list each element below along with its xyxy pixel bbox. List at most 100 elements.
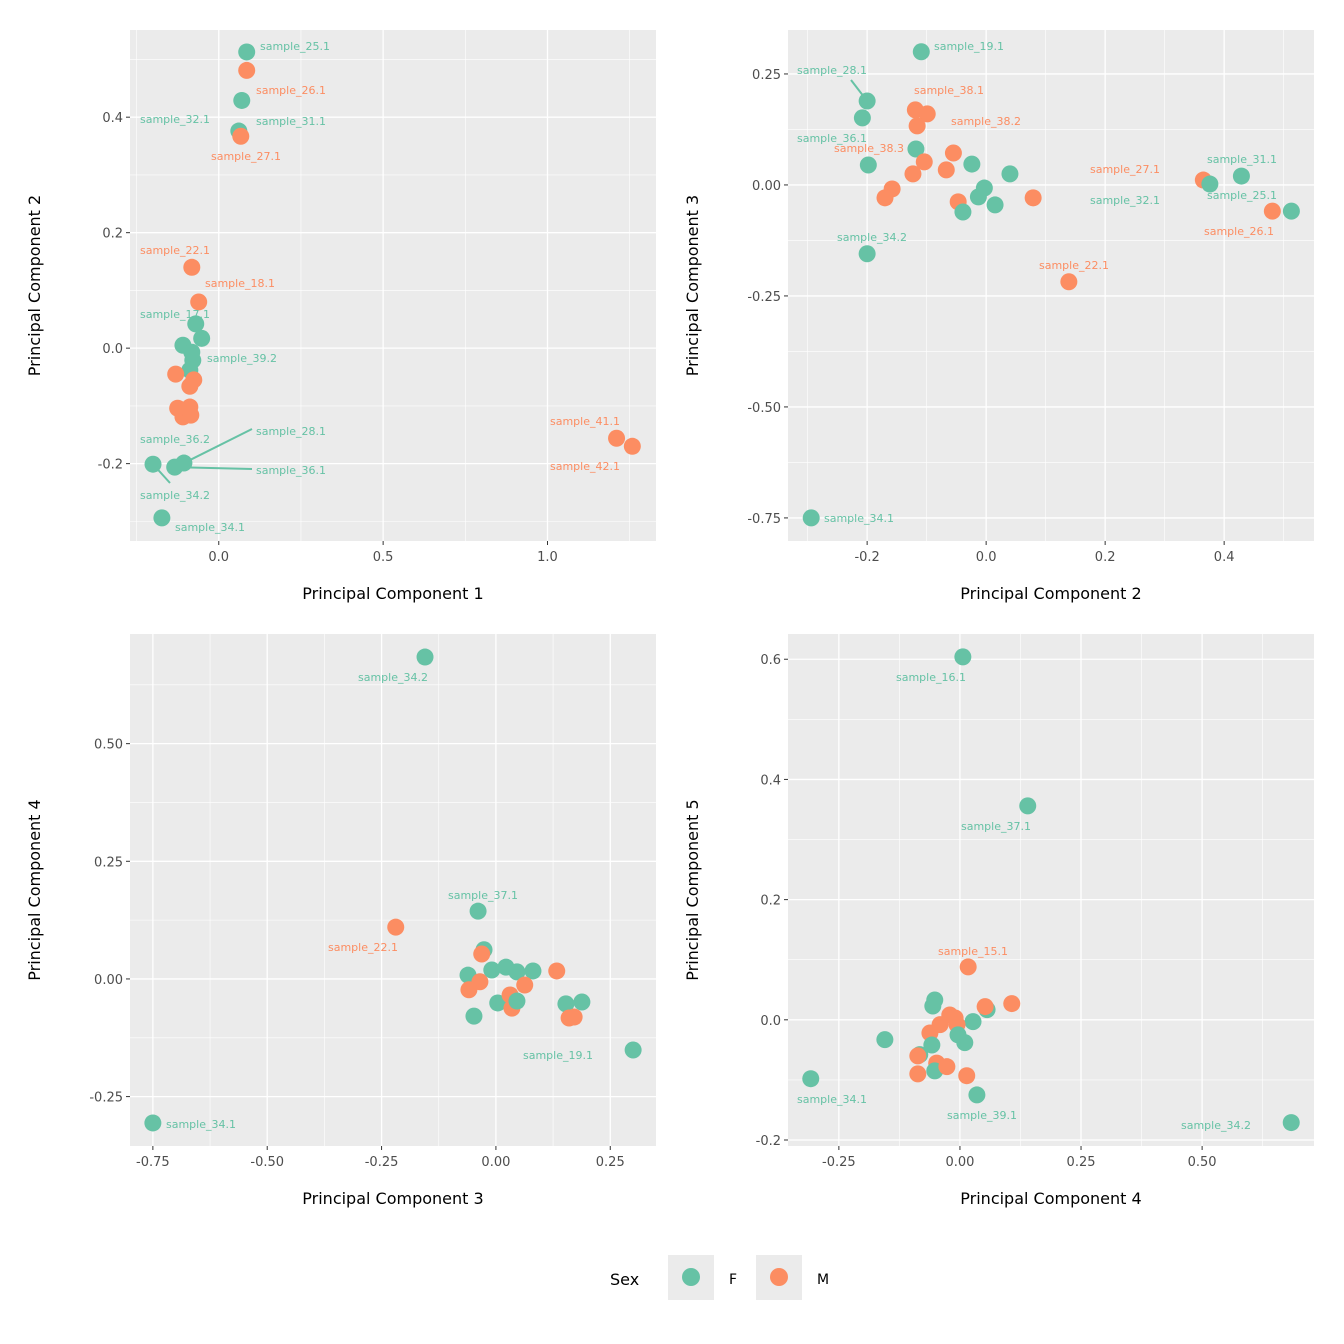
data-point-point-4 xyxy=(924,997,942,1015)
y-tick-label: 0.4 xyxy=(102,111,123,126)
data-point-point-20 xyxy=(876,1031,894,1049)
point-label: sample_34.1 xyxy=(824,512,894,525)
data-point-point-10 xyxy=(508,963,526,981)
data-point-sample_18.1 xyxy=(190,293,208,311)
point-label: sample_42.1 xyxy=(550,460,620,473)
data-point-point-24 xyxy=(938,1058,956,1076)
data-point-sample_38.3 xyxy=(915,153,933,171)
data-point-point-13 xyxy=(876,189,894,207)
point-label: sample_18.1 xyxy=(205,277,275,290)
data-point-point-21 xyxy=(1024,189,1042,207)
point-label: sample_36.2 xyxy=(140,433,210,446)
x-axis-title: Principal Component 3 xyxy=(302,1189,483,1208)
y-tick-label: -0.2 xyxy=(98,458,123,473)
data-point-point-20 xyxy=(182,406,200,424)
data-point-point-2 xyxy=(853,109,871,127)
data-point-sample_32.1 xyxy=(1201,175,1219,193)
data-point-point-5 xyxy=(1003,995,1021,1013)
data-point-point-8 xyxy=(193,329,211,347)
data-point-point-13 xyxy=(489,994,507,1012)
data-point-point-15 xyxy=(181,377,199,395)
data-point-point-10 xyxy=(937,161,955,179)
point-label: sample_25.1 xyxy=(1207,189,1277,202)
data-point-sample_25.1 xyxy=(238,43,256,61)
x-tick-label: 0.5 xyxy=(373,550,394,565)
data-point-point-6 xyxy=(907,140,925,158)
data-point-sample_22.1 xyxy=(183,258,201,276)
y-tick-label: 0.25 xyxy=(94,855,123,870)
data-point-sample_41.1 xyxy=(608,429,626,447)
panel-background xyxy=(788,634,1314,1146)
data-point-point-17 xyxy=(969,188,987,206)
point-label: sample_39.2 xyxy=(207,352,277,365)
data-point-sample_36.1 xyxy=(859,156,877,174)
y-tick-label: -0.2 xyxy=(756,1134,781,1149)
point-label: sample_27.1 xyxy=(1090,163,1160,176)
point-label: sample_32.1 xyxy=(1090,194,1160,207)
point-label: sample_25.1 xyxy=(260,40,330,53)
point-label: sample_34.2 xyxy=(358,671,428,684)
data-point-point-18 xyxy=(909,1047,927,1065)
data-point-point-8 xyxy=(483,961,501,979)
point-label: sample_22.1 xyxy=(1039,259,1109,272)
panel-background xyxy=(130,30,656,541)
data-point-sample_25.1 xyxy=(1282,202,1300,220)
point-label: sample_27.1 xyxy=(211,150,281,163)
panel-1: 0.0 0.5 1.0 -0.2 0.0 0.2 0.4 Principal Componen… xyxy=(25,30,656,603)
data-point-point-19 xyxy=(557,995,575,1013)
point-label: sample_28.1 xyxy=(797,64,867,77)
data-point-point-18 xyxy=(465,1007,483,1025)
data-point-sample_34.2 xyxy=(144,455,162,473)
data-point-sample_38.2 xyxy=(908,117,926,135)
point-label: sample_22.1 xyxy=(328,941,398,954)
data-point-sample_27.1 xyxy=(232,127,250,145)
data-point-point-22 xyxy=(565,1008,583,1026)
panel-3: -0.75 -0.50 -0.25 0.00 0.25 -0.25 0.00 0.25 0.50… xyxy=(25,634,656,1208)
x-tick-label: 0.50 xyxy=(1188,1155,1217,1170)
point-label: sample_38.1 xyxy=(914,84,984,97)
y-tick-label: -0.25 xyxy=(89,1091,123,1106)
y-tick-label: 0.4 xyxy=(760,773,781,788)
data-point-sample_22.1 xyxy=(1060,273,1078,291)
data-point-sample_17.1 xyxy=(187,315,205,333)
data-point-sample_26.1 xyxy=(1263,202,1281,220)
x-tick-label: 0.4 xyxy=(1214,550,1235,565)
data-point-point-11 xyxy=(524,962,542,980)
data-point-sample_31.1 xyxy=(233,91,251,109)
point-label: sample_38.2 xyxy=(951,115,1021,128)
point-label: sample_34.1 xyxy=(797,1093,867,1106)
point-label: sample_15.1 xyxy=(938,945,1008,958)
data-point-sample_34.1 xyxy=(802,1070,820,1088)
x-tick-label: -0.25 xyxy=(365,1155,399,1170)
x-axis-title: Principal Component 4 xyxy=(960,1189,1141,1208)
point-label: sample_36.1 xyxy=(256,464,326,477)
data-point-point-12 xyxy=(548,962,566,980)
data-point-sample_34.2 xyxy=(858,245,876,263)
data-point-sample_34.1 xyxy=(144,1114,162,1132)
point-label: sample_34.2 xyxy=(140,489,210,502)
data-point-sample_28.1 xyxy=(175,454,193,472)
panel-4: -0.25 0.00 0.25 0.50 -0.2 0.0 0.2 0.4 0.6 Princip… xyxy=(683,634,1314,1208)
x-axis-title: Principal Component 1 xyxy=(302,584,483,603)
data-point-point-17 xyxy=(508,992,526,1010)
y-tick-label: 0.00 xyxy=(752,179,781,194)
panel-background xyxy=(788,30,1314,541)
data-point-point-14 xyxy=(963,155,981,173)
data-point-point-8 xyxy=(964,1013,982,1031)
data-point-sample_22.1 xyxy=(387,918,405,936)
data-point-point-11 xyxy=(904,165,922,183)
data-point-point-14 xyxy=(949,1026,967,1044)
point-label: sample_19.1 xyxy=(523,1049,593,1062)
point-label: sample_19.1 xyxy=(934,40,1004,53)
point-label: sample_32.1 xyxy=(140,113,210,126)
data-point-sample_34.2 xyxy=(1282,1114,1300,1132)
x-tick-label: 0.0 xyxy=(976,550,997,565)
y-tick-label: -0.75 xyxy=(747,512,781,527)
data-point-sample_31.1 xyxy=(1232,167,1250,185)
x-tick-label: 1.0 xyxy=(537,550,558,565)
y-tick-label: 0.50 xyxy=(94,738,123,753)
data-point-sample_28.1 xyxy=(858,92,876,110)
data-point-point-15 xyxy=(1001,165,1019,183)
point-label: sample_34.2 xyxy=(1181,1119,1251,1132)
